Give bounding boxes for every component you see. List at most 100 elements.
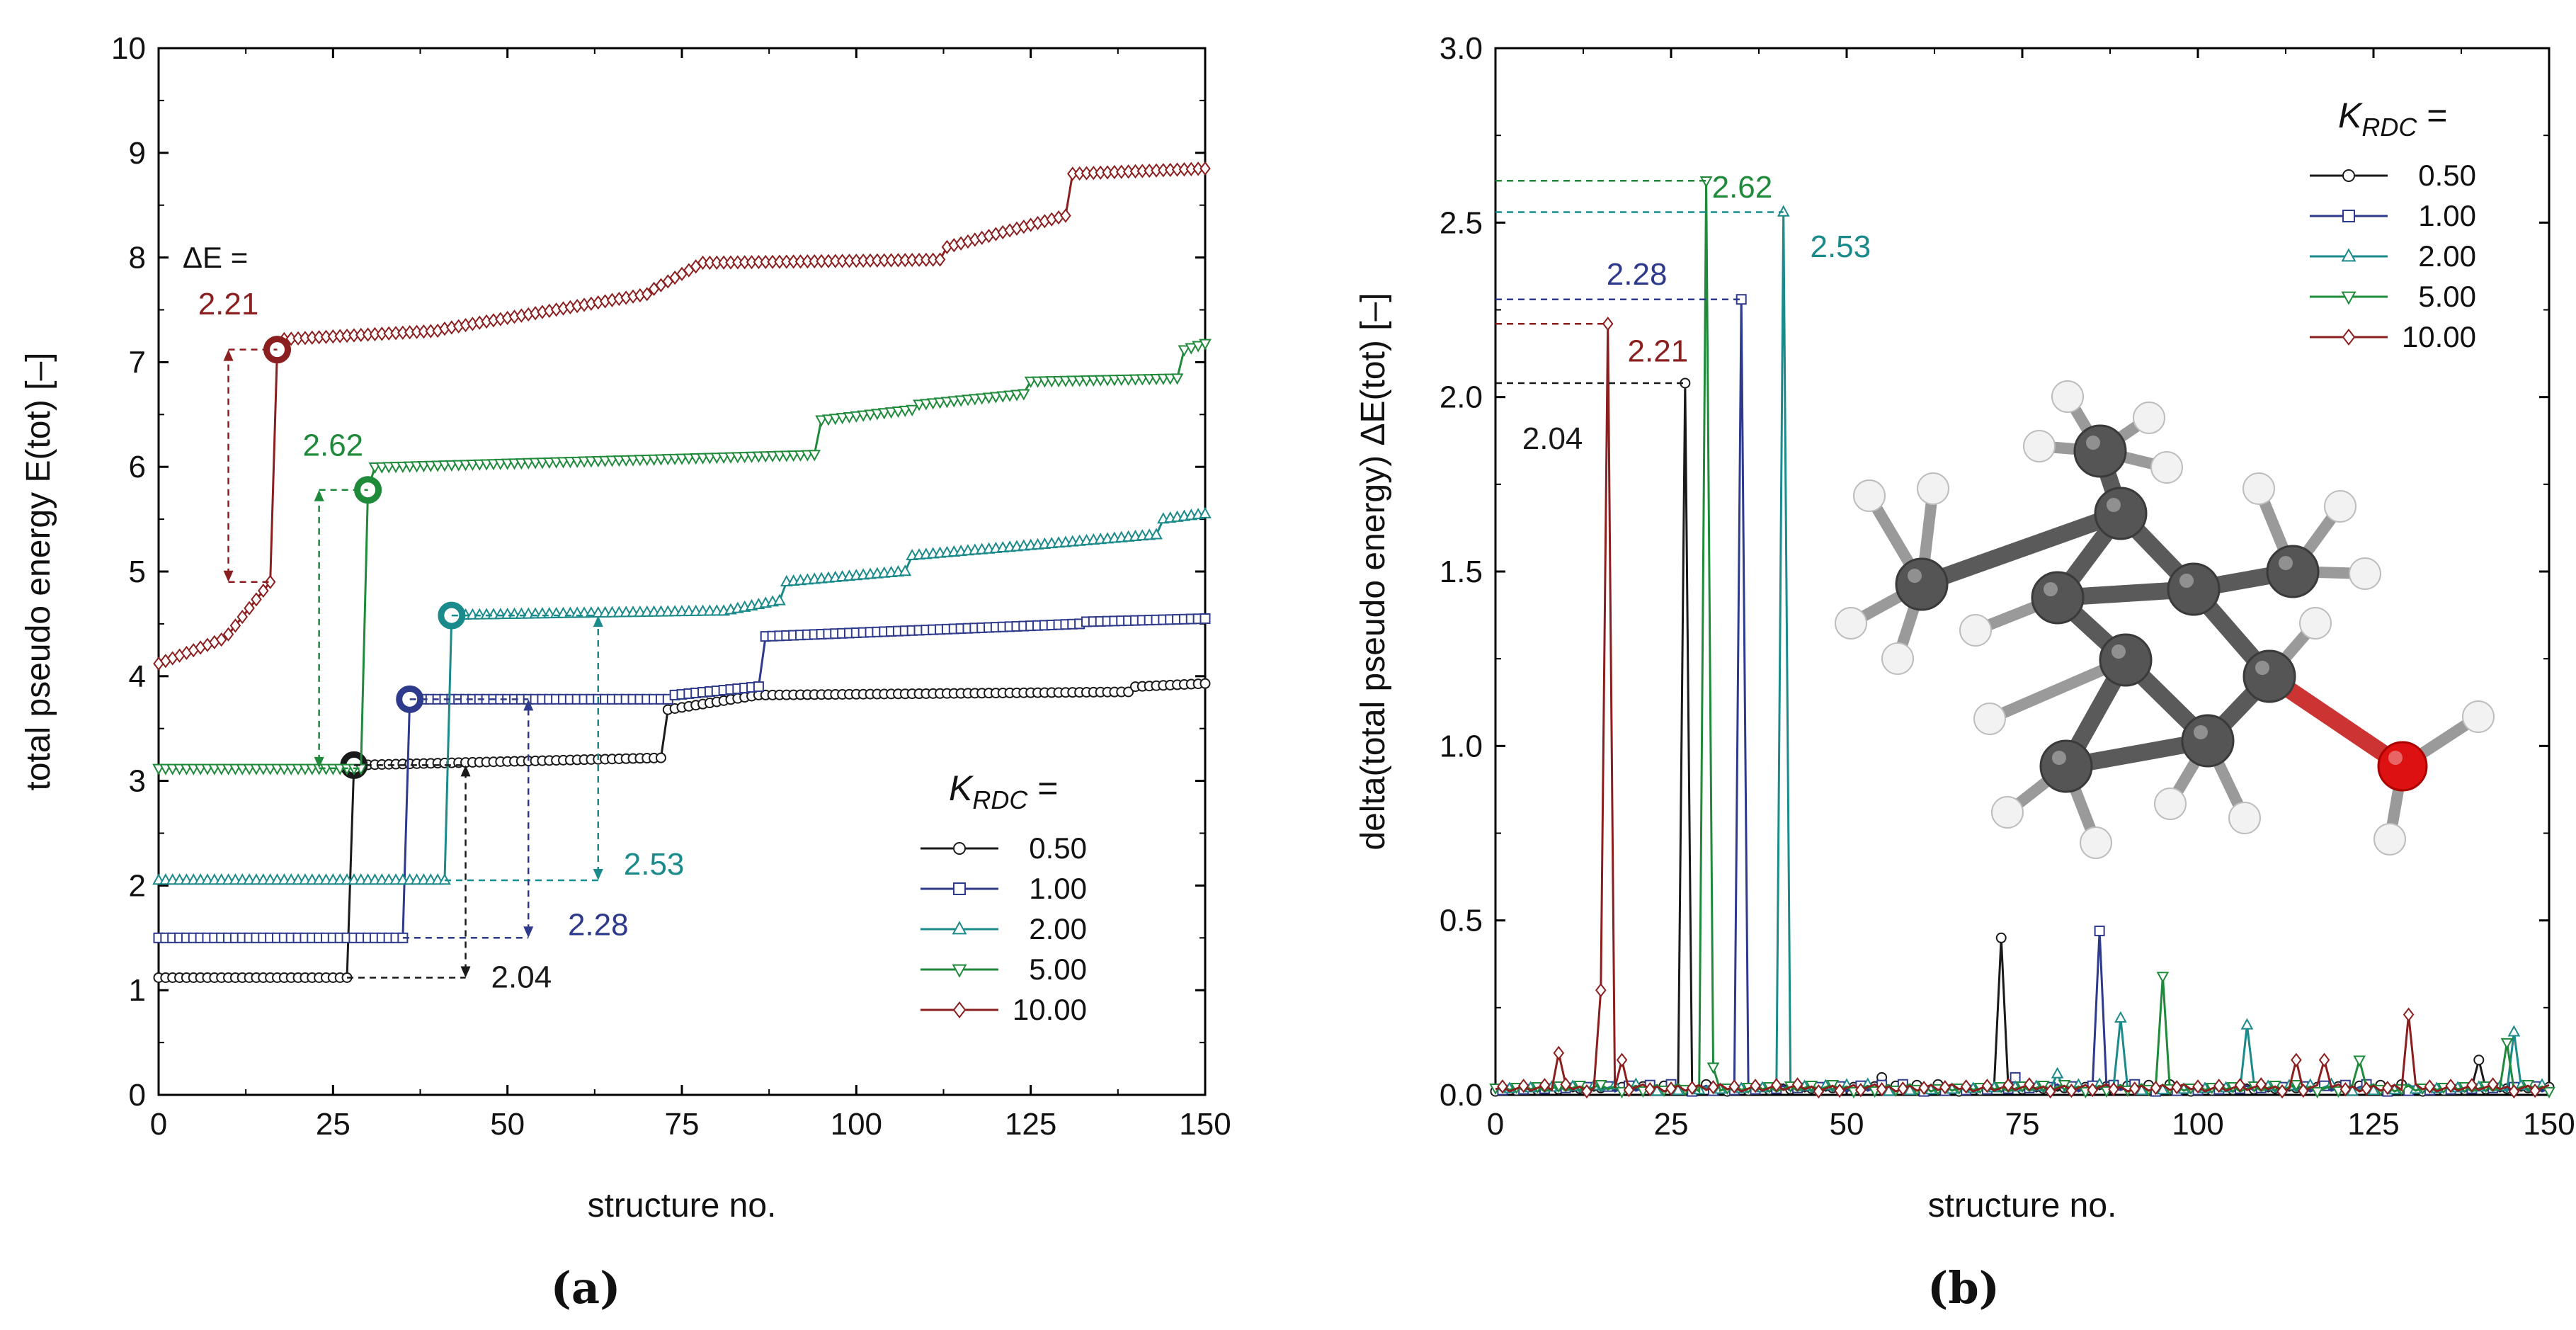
molecule-atom-highlight <box>2255 661 2269 675</box>
data-point-0.50 <box>655 752 666 763</box>
data-point-2.00 <box>773 593 786 606</box>
data-point-2.00 <box>1777 205 1790 217</box>
delta-arrowhead-bottom-2.53 <box>593 869 603 881</box>
molecule-carbon-atom <box>2167 562 2221 616</box>
delta-arrowhead-bottom-2.62 <box>314 756 324 768</box>
legend-label: 5.00 <box>2418 280 2476 313</box>
data-point-10.00 <box>2192 1079 2204 1094</box>
data-point-10.00 <box>264 574 276 589</box>
data-point-5.00 <box>1192 341 1204 353</box>
legend-title-suffix: = <box>2417 96 2447 135</box>
data-point-10.00 <box>1750 1079 1761 1093</box>
data-point-2.00 <box>1150 528 1163 540</box>
data-point-10.00 <box>236 609 249 625</box>
panel-a-series <box>152 161 1212 983</box>
delta-arrowhead-bottom-2.04 <box>460 966 471 978</box>
data-point-10.00 <box>2466 1078 2478 1093</box>
y-tick-label: 9 <box>129 136 146 171</box>
data-point-10.00 <box>1834 1083 1845 1098</box>
data-point-5.00 <box>843 411 856 424</box>
molecule-hydrogen-atom <box>2051 380 2084 413</box>
y-tick-label: 1 <box>129 973 146 1008</box>
legend-label: 10.00 <box>1013 993 1087 1026</box>
molecule-atom-highlight <box>1908 569 1922 583</box>
x-tick-label: 25 <box>1654 1107 1689 1142</box>
peak-label: 2.21 <box>1628 334 1689 369</box>
data-point-2.00 <box>2240 1018 2254 1030</box>
data-point-5.00 <box>996 391 1010 403</box>
data-point-10.00 <box>2024 1077 2035 1092</box>
panel-b-chart: 0 25 50 75 100 125 150 0.0 0.5 1.0 1.5 2.0 2.5 3.0 2.… <box>1355 31 2575 1314</box>
x-tick-label: 125 <box>1005 1107 1056 1142</box>
legend-title-sub: RDC <box>972 785 1028 814</box>
legend-marker-5.00 <box>952 964 967 978</box>
data-point-10.00 <box>2087 1083 2098 1098</box>
panel-b-legend: KRDC = 0.50 1.00 2.00 5.00 10.00 <box>2310 96 2476 353</box>
delta-label: 2.28 <box>568 908 629 943</box>
molecule-carbon-atom <box>2031 571 2085 625</box>
legend-label: 5.00 <box>1029 953 1087 986</box>
data-point-2.00 <box>1199 506 1212 518</box>
molecule-hydrogen-atom <box>1917 472 1949 505</box>
x-tick-label: 100 <box>2172 1107 2223 1142</box>
molecule-hydrogen-atom <box>2228 802 2261 834</box>
y-tick-label: 1.5 <box>1440 555 1483 589</box>
panel-a-legend: KRDC = 0.50 1.00 2.00 5.00 10.00 <box>921 768 1087 1026</box>
data-point-5.00 <box>871 409 884 421</box>
panel-a-annotations: 2.21 2.62 2.53 2.28 2.04 <box>198 287 685 994</box>
legend-title: KRDC = <box>2338 96 2447 142</box>
data-point-10.00 <box>2298 1083 2309 1098</box>
data-point-5.00 <box>1178 345 1191 357</box>
data-point-5.00 <box>968 394 981 406</box>
data-point-5.00 <box>982 392 996 404</box>
x-tick-label: 50 <box>490 1107 525 1142</box>
data-point-10.00 <box>1595 983 1607 998</box>
data-point-10.00 <box>2382 1081 2393 1096</box>
delta-arrowhead-top-2.62 <box>314 489 324 501</box>
data-point-10.00 <box>2234 1078 2246 1093</box>
legend-marker-0.50 <box>2342 169 2355 182</box>
legend-title-sub: RDC <box>2361 113 2417 142</box>
data-point-5.00 <box>2500 1038 2514 1050</box>
data-point-5.00 <box>940 397 954 409</box>
panel-a-axes: 0 25 50 75 100 125 150 0 1 2 3 4 5 6 7 8 9 10 <box>111 31 1231 1142</box>
molecule-atom-highlight <box>2086 436 2100 450</box>
molecule-hydrogen-atom <box>2462 700 2495 733</box>
legend-marker-10.00 <box>2342 328 2356 346</box>
molecule-illustration <box>1835 380 2495 859</box>
data-point-2.00 <box>2051 1067 2064 1079</box>
data-point-10.00 <box>2529 1083 2541 1098</box>
y-tick-label: 6 <box>129 450 146 484</box>
data-point-5.00 <box>947 396 961 408</box>
data-point-10.00 <box>1644 1082 1656 1097</box>
data-point-10.00 <box>215 632 227 647</box>
data-point-5.00 <box>864 409 877 421</box>
data-point-5.00 <box>877 408 891 420</box>
data-point-2.00 <box>899 564 912 576</box>
molecule-hydrogen-atom <box>2349 557 2381 590</box>
molecule-atom-highlight <box>2279 556 2293 570</box>
legend-label: 0.50 <box>2418 159 2476 192</box>
x-tick-label: 75 <box>665 1107 700 1142</box>
data-point-10.00 <box>1553 1045 1565 1060</box>
data-point-5.00 <box>899 405 912 417</box>
legend-title-k: K <box>949 768 974 808</box>
molecule-atom-highlight <box>2052 751 2066 765</box>
panel-b-y-label: delta(total pseudo energy) ΔE(tot) [–] <box>1355 292 1392 850</box>
molecule-carbon-atom <box>2073 424 2127 478</box>
data-point-10.00 <box>1581 1084 1592 1099</box>
y-tick-label: 3.0 <box>1440 31 1483 66</box>
data-point-10.00 <box>2291 1052 2302 1067</box>
legend-marker-2.00 <box>2341 248 2356 262</box>
molecule-carbon-atom <box>2266 545 2320 598</box>
data-point-5.00 <box>354 763 367 775</box>
peak-label: 2.28 <box>1607 257 1668 292</box>
panel-b-x-label: structure no. <box>1928 1187 2117 1224</box>
peak-label: 2.04 <box>1522 421 1583 456</box>
delta-label: 2.62 <box>303 428 364 463</box>
y-tick-label: 2.0 <box>1440 380 1483 415</box>
x-tick-label: 50 <box>1830 1107 1864 1142</box>
data-point-10.00 <box>641 287 653 302</box>
x-tick-label: 150 <box>2523 1107 2575 1142</box>
